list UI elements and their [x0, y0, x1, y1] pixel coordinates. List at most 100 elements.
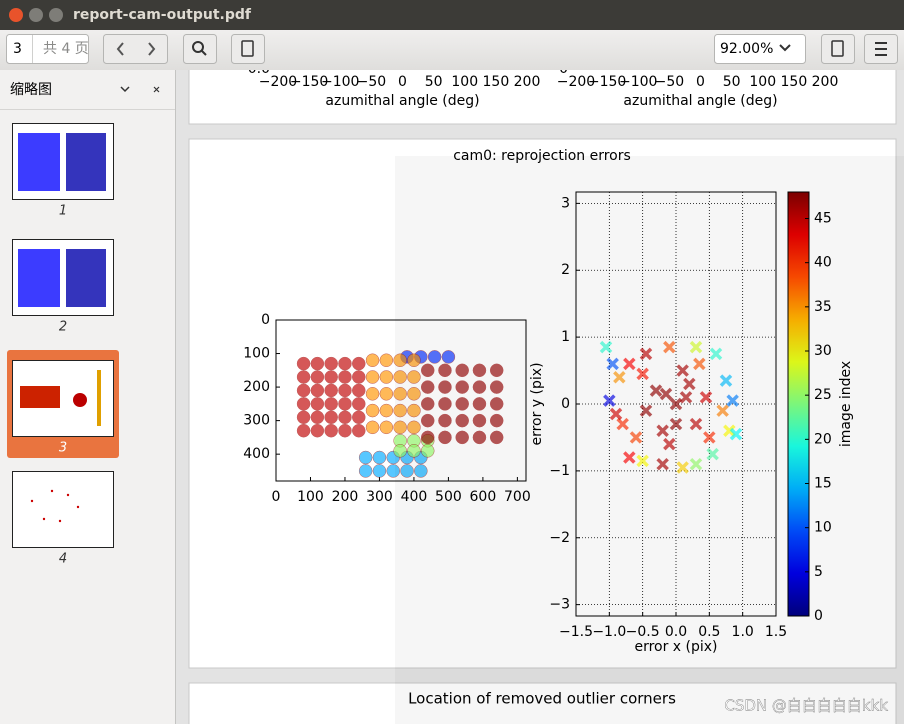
point — [296, 383, 311, 398]
point — [393, 353, 407, 367]
point — [636, 454, 649, 468]
thumbnail[interactable] — [12, 471, 114, 548]
point — [420, 430, 435, 445]
print-button[interactable] — [821, 34, 855, 64]
point — [472, 413, 487, 428]
thumbnail-label: 2 — [59, 320, 67, 335]
thumb-plot — [42, 517, 46, 521]
colorbar-tick-label: 25 — [814, 387, 832, 403]
point — [372, 464, 387, 478]
chart-title: cam0: reprojection errors — [453, 148, 631, 164]
title-bar — [0, 0, 904, 30]
point — [716, 404, 729, 417]
x-tick-label: 600 — [470, 489, 497, 505]
thumb-plot — [66, 133, 106, 191]
watermark: CSDN @白白白白白kkk — [724, 697, 888, 715]
annotate-button[interactable] — [231, 34, 265, 64]
point — [623, 451, 636, 464]
x-tick-label: 100 — [749, 74, 776, 90]
thumb-plot — [18, 133, 60, 191]
point — [358, 464, 373, 478]
point — [663, 340, 676, 354]
point — [393, 444, 407, 458]
thumb-plot — [18, 249, 60, 307]
x-tick-label: −200 — [259, 74, 297, 90]
point — [438, 430, 452, 445]
colorbar-tick-label: 0 — [814, 608, 823, 624]
point — [379, 420, 394, 435]
point — [365, 420, 380, 435]
point — [358, 450, 373, 465]
point — [636, 367, 649, 381]
colorbar-label: image index — [838, 361, 854, 447]
colorbar-tick-label: 15 — [814, 476, 832, 492]
thumbnail-label: 4 — [59, 552, 67, 567]
colorbar-tick-label: 5 — [814, 564, 823, 580]
point — [706, 447, 719, 461]
point — [613, 371, 626, 384]
point — [659, 387, 673, 401]
nav-buttons[interactable] — [103, 34, 168, 64]
point — [455, 430, 469, 445]
point — [693, 357, 706, 371]
page-input[interactable] — [6, 34, 89, 64]
point — [729, 427, 743, 441]
thumb-plot — [58, 519, 62, 523]
point — [438, 397, 452, 411]
y-axis-label: error y (pix) — [529, 362, 545, 445]
x-tick-label: −0.5 — [626, 624, 660, 640]
point — [407, 387, 421, 401]
x-tick-label: −50 — [655, 74, 685, 90]
point — [689, 457, 703, 471]
point — [379, 353, 394, 367]
point — [365, 370, 380, 384]
thumb-plot — [97, 370, 101, 426]
point — [324, 410, 338, 425]
maximize-button[interactable] — [49, 8, 63, 22]
point — [420, 380, 435, 394]
point — [472, 397, 487, 411]
point — [455, 397, 469, 411]
point — [338, 383, 352, 398]
search-button[interactable] — [183, 34, 217, 64]
x-tick-label: 0.0 — [665, 624, 687, 640]
point — [663, 437, 676, 451]
x-tick-label: −1.5 — [559, 624, 593, 640]
x-tick-label: 200 — [332, 489, 359, 505]
x-axis-label: azumithal angle (deg) — [325, 93, 479, 109]
point — [669, 417, 683, 431]
annotate-icon — [241, 40, 254, 57]
x-tick-label: 150 — [483, 74, 510, 90]
point — [338, 423, 352, 438]
point — [455, 413, 469, 428]
close-button[interactable] — [9, 8, 23, 22]
point — [472, 430, 487, 445]
x-axis-label: azumithal angle (deg) — [623, 93, 777, 109]
point — [438, 380, 452, 394]
axes-frame — [275, 319, 527, 482]
sidebar-dropdown[interactable] — [120, 86, 130, 93]
point — [352, 356, 366, 371]
point — [324, 356, 338, 371]
page-number: 3 — [13, 41, 22, 57]
menu-icon — [875, 42, 887, 56]
point — [365, 353, 380, 367]
x-tick-label: 150 — [781, 74, 808, 90]
point — [420, 397, 435, 411]
point — [420, 413, 435, 428]
point — [609, 407, 623, 421]
x-tick-label: 1.0 — [732, 624, 754, 640]
point — [407, 420, 421, 435]
point — [310, 397, 325, 411]
point — [296, 370, 311, 384]
zoom-select[interactable] — [714, 34, 806, 64]
colorbar-tick-label: 45 — [814, 211, 832, 227]
x-tick-label: 400 — [401, 489, 428, 505]
point — [455, 380, 469, 394]
colorbar-tick-label: 20 — [814, 431, 832, 447]
point — [296, 410, 311, 425]
next-page-title: Location of removed outlier corners — [408, 690, 676, 708]
minimize-button[interactable] — [29, 8, 43, 22]
point — [386, 464, 400, 478]
sidebar-close[interactable] — [153, 86, 160, 93]
